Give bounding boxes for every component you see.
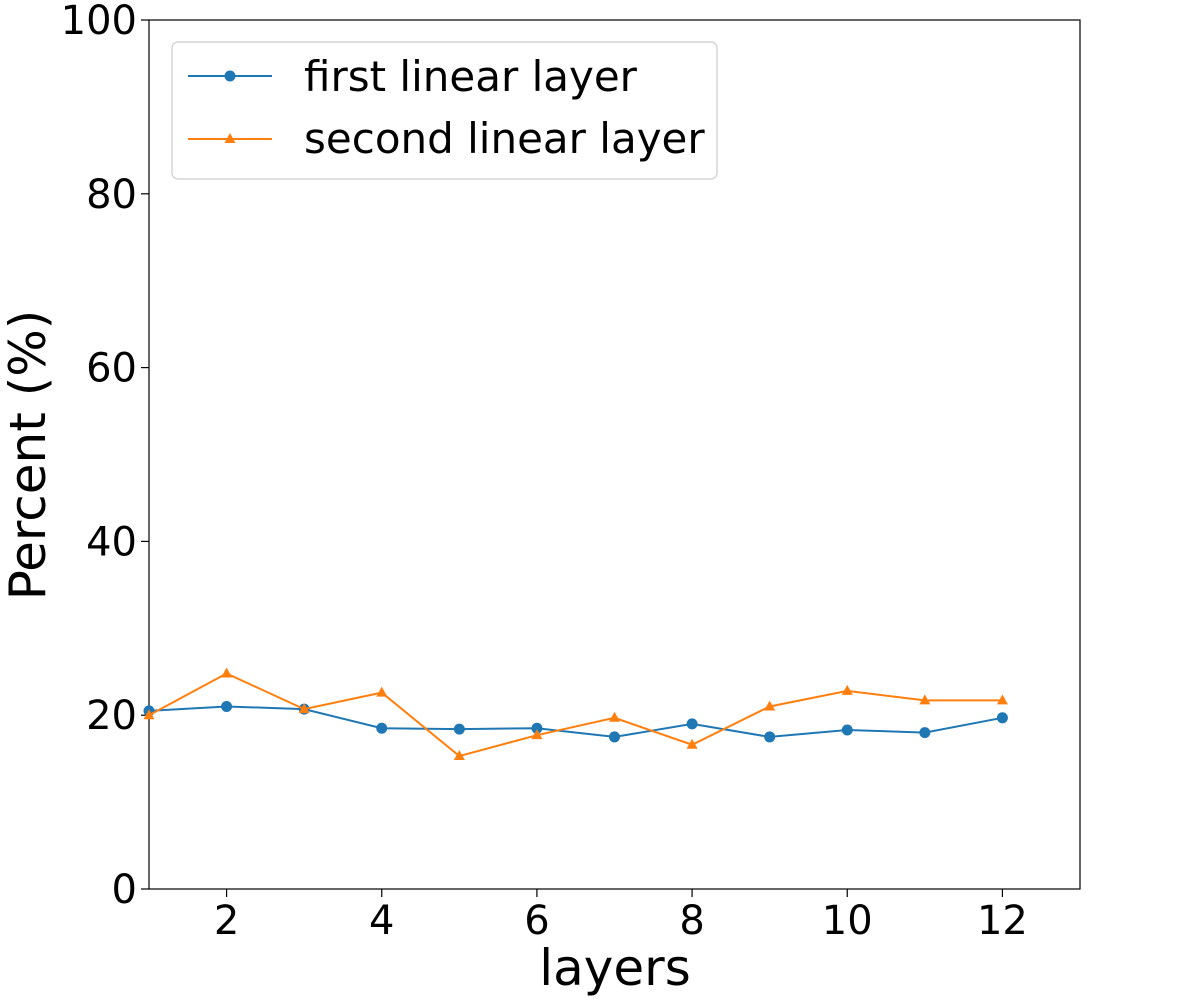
- data-point: [996, 694, 1008, 705]
- y-tick-label: 0: [112, 867, 137, 913]
- data-point: [609, 731, 620, 743]
- data-point: [609, 711, 620, 722]
- legend-label-second: second linear layer: [304, 114, 705, 163]
- y-tick-label: 60: [86, 346, 137, 392]
- data-point: [764, 731, 776, 743]
- x-tick-label: 12: [977, 898, 1028, 944]
- y-axis: 0 20 40 60 80 100: [61, 0, 149, 913]
- data-point: [453, 723, 465, 735]
- y-tick-label: 20: [86, 693, 137, 739]
- x-tick-label: 8: [679, 898, 704, 944]
- data-point: [376, 722, 388, 734]
- x-axis-title: layers: [539, 939, 691, 997]
- data-point: [764, 700, 776, 711]
- y-axis-title: Percent (%): [0, 310, 57, 601]
- data-point: [298, 703, 310, 714]
- data-point: [221, 667, 233, 678]
- data-point: [841, 684, 853, 695]
- x-tick-label: 2: [214, 898, 239, 944]
- x-tick-label: 6: [524, 898, 549, 944]
- x-tick-label: 10: [822, 898, 873, 944]
- y-tick-label: 40: [86, 519, 137, 565]
- x-axis: 2 4 6 8 10 12: [214, 889, 1028, 944]
- data-point: [453, 750, 465, 761]
- data-point: [919, 727, 931, 739]
- data-point: [376, 686, 388, 697]
- legend-marker-second: [224, 133, 236, 143]
- series-line: [148, 705, 1003, 738]
- legend-box: [171, 41, 718, 180]
- data-point: [531, 729, 543, 740]
- data-point: [221, 701, 233, 713]
- legend: first linear layer second linear layer: [171, 41, 718, 180]
- data-point: [531, 722, 543, 734]
- data-point: [686, 738, 698, 749]
- series-2: [143, 667, 1008, 761]
- legend-marker-first: [224, 70, 236, 82]
- legend-label-first: first linear layer: [304, 52, 638, 101]
- x-tick-label: 4: [369, 898, 394, 944]
- data-point: [143, 709, 155, 720]
- series-layer: [143, 667, 1008, 761]
- data-point: [841, 724, 853, 736]
- data-point: [919, 694, 931, 705]
- data-point: [686, 718, 698, 730]
- series-line: [148, 672, 1003, 758]
- data-point: [996, 712, 1008, 724]
- y-tick-label: 80: [86, 172, 137, 218]
- y-tick-label: 100: [61, 0, 137, 44]
